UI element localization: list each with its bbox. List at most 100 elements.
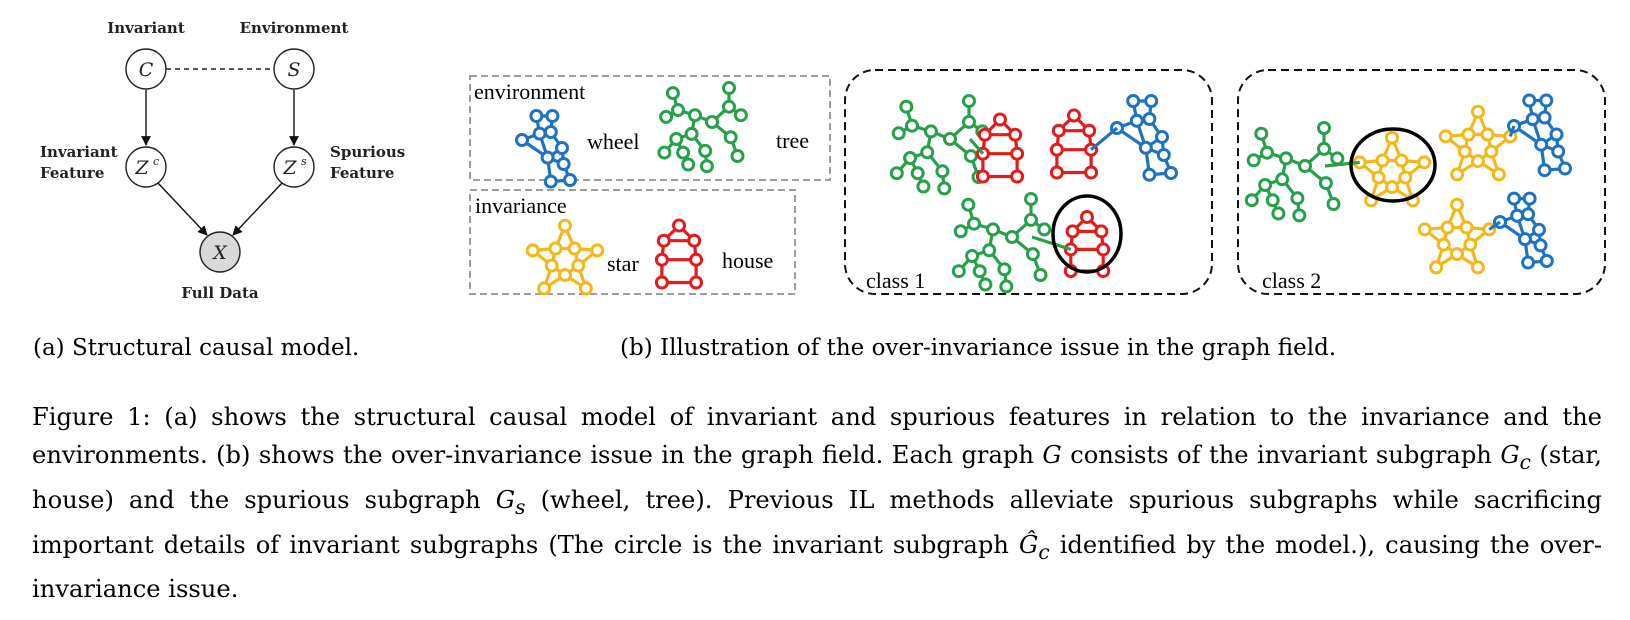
scm-node-zs xyxy=(273,146,315,188)
tree-motif-node xyxy=(1317,141,1331,156)
wheel-motif-node xyxy=(1155,130,1169,144)
class-1-label: class 1 xyxy=(866,268,925,293)
tree-motif-node xyxy=(962,94,976,108)
caption-symbol-ghat-sub: c xyxy=(1038,539,1050,564)
star-motif-node xyxy=(548,241,563,256)
class-1-panel xyxy=(844,69,1213,295)
wheel-motif-node xyxy=(543,125,558,139)
tree-motif-node xyxy=(924,124,938,139)
legend-wheel-label: wheel xyxy=(587,129,640,154)
star-motif-node xyxy=(1385,180,1399,195)
tree-motif-node xyxy=(891,126,906,141)
connector-edge xyxy=(968,137,985,155)
star-motif-node xyxy=(544,258,559,273)
connector-edge xyxy=(1488,220,1501,231)
tree-motif-node xyxy=(967,216,981,231)
house-motif-node xyxy=(1084,165,1099,180)
connector-edge xyxy=(1090,126,1119,151)
star-motif-node xyxy=(567,241,582,256)
star-motif-node xyxy=(525,243,540,258)
star-motif-node xyxy=(558,268,572,283)
tree-motif xyxy=(657,81,748,174)
scm-node-zs-superscript: s xyxy=(301,155,307,168)
star-motif-node xyxy=(1463,237,1478,252)
tree-motif-node xyxy=(920,145,935,160)
star-motif-node xyxy=(1450,247,1464,262)
legend-environment-box xyxy=(469,75,831,181)
house-motif xyxy=(1049,108,1099,180)
wheel-motif-node xyxy=(1164,166,1178,180)
tree-motif-node xyxy=(1265,193,1280,208)
caption-symbol-gc-sub: c xyxy=(1519,449,1531,474)
class-2-panel xyxy=(1237,69,1606,295)
caption-symbol-gc: G xyxy=(1500,441,1520,469)
wheel-motif-node xyxy=(1549,127,1564,142)
wheel-motif-node xyxy=(1156,148,1171,162)
legend-star-motif xyxy=(525,218,605,296)
house-motif-node xyxy=(672,218,686,233)
wheel-motif-node xyxy=(1534,137,1549,152)
house-motif-node xyxy=(689,252,704,267)
star-motif xyxy=(1438,104,1518,182)
star-motif-node xyxy=(1440,220,1455,235)
tree-motif-node xyxy=(1244,193,1259,208)
scm-invariant-feature-label-1: Invariant xyxy=(40,143,118,161)
wheel-motif-node xyxy=(1142,112,1157,126)
star-motif-node xyxy=(1471,154,1485,169)
tree-motif-node xyxy=(681,157,696,172)
star-motif-node xyxy=(1394,153,1409,168)
star-motif-node xyxy=(1438,129,1453,144)
tree-motif xyxy=(951,192,1052,294)
legend-house-motif xyxy=(654,218,704,290)
wheel-motif-node xyxy=(1517,232,1532,247)
scm-node-x xyxy=(199,231,241,273)
wheel-motif-node xyxy=(1142,167,1157,182)
house-motif-node xyxy=(1094,224,1109,239)
wheel-motif-node xyxy=(1539,93,1554,108)
tree-motif-node xyxy=(961,197,976,212)
star-motif-node xyxy=(1450,167,1465,182)
wheel-motif-node xyxy=(1537,163,1552,178)
house-motif-node xyxy=(1049,165,1064,180)
tree-motif-node xyxy=(1318,176,1333,191)
tree-motif-node xyxy=(963,149,978,164)
tree-motif-node xyxy=(705,115,719,129)
wheel-motif-node xyxy=(515,133,529,147)
tree-motif-node xyxy=(997,262,1012,277)
connector-edge xyxy=(1324,160,1360,168)
star-motif-node xyxy=(1436,237,1451,252)
legend-star-label: star xyxy=(607,251,639,276)
tree-motif-node xyxy=(671,103,685,118)
tree-motif-node xyxy=(1025,247,1040,262)
tree-motif-node xyxy=(1330,151,1345,166)
star-motif-node xyxy=(571,258,586,273)
tree-motif-node xyxy=(935,164,950,179)
tree-motif-node xyxy=(903,151,918,165)
tree-motif-node xyxy=(1275,172,1290,187)
caption-text-1: Figure 1: (a) shows the structural causa… xyxy=(32,403,1602,469)
scm-node-s-label: S xyxy=(287,59,300,81)
caption-text-5: identified by the model.), causing the o… xyxy=(32,530,1602,604)
house-motif-node xyxy=(689,275,704,290)
house-motif-node xyxy=(1049,142,1064,157)
star-motif-node xyxy=(537,281,552,296)
scm-diagram: Invariant Environment C S Invariant Feat… xyxy=(40,19,405,302)
legend-invariance-title: invariance xyxy=(475,193,567,218)
wheel-motif-node xyxy=(1521,255,1536,270)
star-motif-node xyxy=(1471,104,1485,119)
wheel-motif-node xyxy=(532,126,547,141)
house-motif-node xyxy=(654,275,669,290)
wheel-motif-node xyxy=(1522,93,1537,108)
star-motif-node xyxy=(1398,170,1413,185)
star-motif-node xyxy=(590,243,605,258)
house-motif-node xyxy=(1082,123,1097,138)
wheel-motif-node xyxy=(1129,113,1144,128)
wheel-motif-node xyxy=(543,174,558,189)
scm-node-zc xyxy=(125,146,167,188)
tree-motif-node xyxy=(659,109,674,124)
star-motif-node xyxy=(1375,153,1390,168)
tree-motif-node xyxy=(905,118,919,133)
legend-wheel-motif xyxy=(515,109,577,189)
connector-edge xyxy=(1508,125,1516,137)
house-motif-node xyxy=(1067,108,1081,123)
